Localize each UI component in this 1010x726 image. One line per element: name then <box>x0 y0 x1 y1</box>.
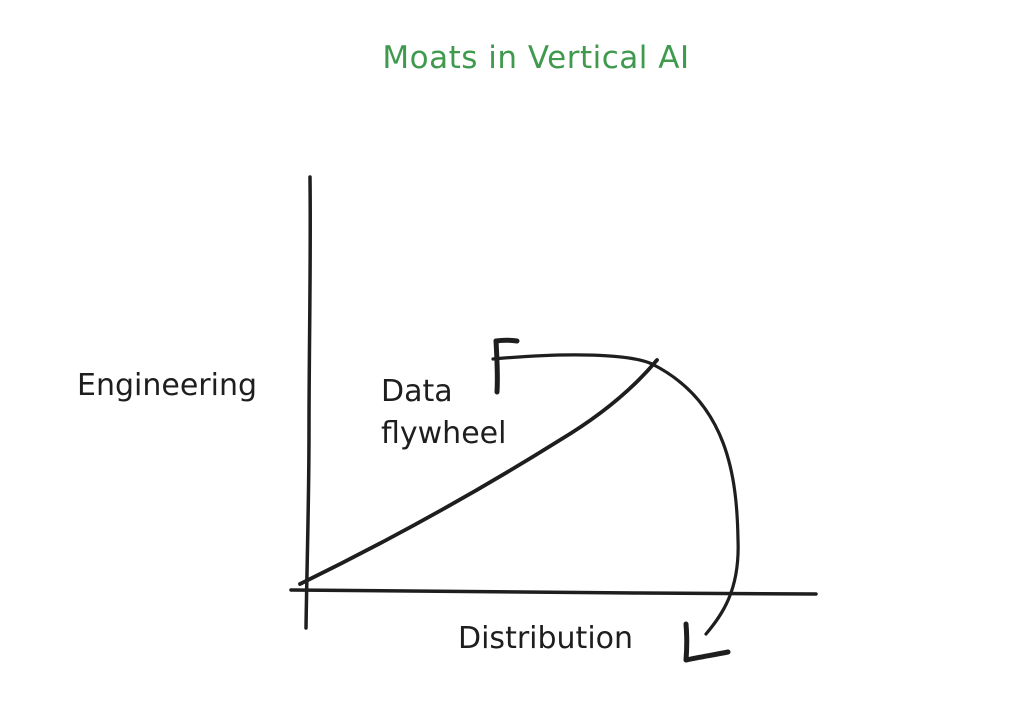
engineering-label: Engineering <box>77 368 257 403</box>
data-flywheel-line-2: flywheel <box>381 416 507 451</box>
horizontal-axis <box>289 588 818 596</box>
diagonal-line <box>298 358 659 586</box>
bottom-arrowhead <box>683 621 731 663</box>
data-flywheel-label: Data flywheel <box>381 371 506 455</box>
flywheel-arc <box>491 353 740 636</box>
vertical-axis <box>304 175 313 630</box>
distribution-label: Distribution <box>458 621 634 656</box>
diagram-title: Moats in Vertical AI <box>382 40 690 76</box>
data-flywheel-line-1: Data <box>381 374 453 409</box>
top-arrowhead <box>493 337 520 395</box>
